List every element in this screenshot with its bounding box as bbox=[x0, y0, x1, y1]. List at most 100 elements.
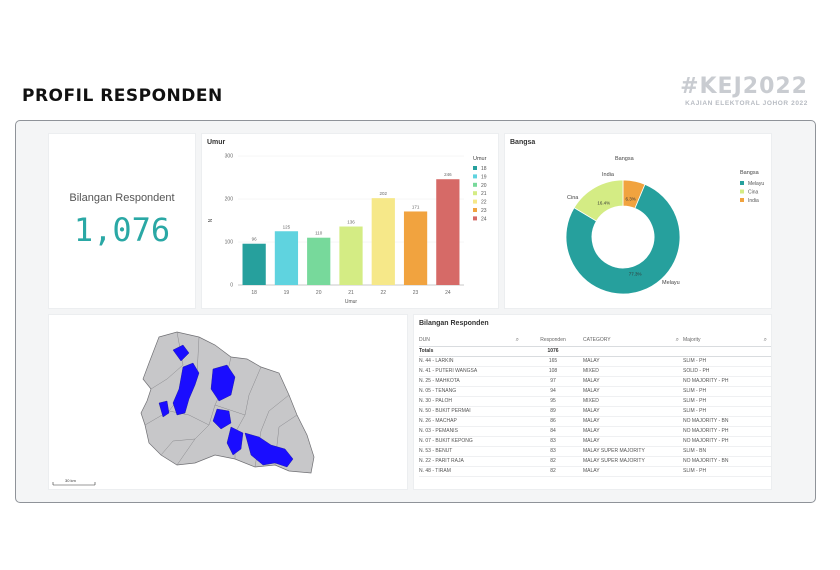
table-title: Bilangan Responden bbox=[419, 320, 489, 327]
slice-category-label: Melayu bbox=[662, 280, 680, 286]
legend-label: 24 bbox=[481, 216, 487, 222]
y-tick-label: 300 bbox=[225, 154, 234, 160]
kpi-value: 1,076 bbox=[73, 211, 171, 249]
y-axis-label: N bbox=[208, 218, 214, 222]
table-row[interactable]: N. 50 - BUKIT PERMAI 89 MALAY SLIM - PH bbox=[419, 406, 771, 417]
slice-category-label: Cina bbox=[567, 195, 579, 201]
umur-card-title: Umur bbox=[207, 139, 226, 146]
search-icon[interactable]: ⌕ bbox=[763, 336, 767, 343]
x-tick-label: 22 bbox=[381, 290, 387, 296]
table-row[interactable]: N. 48 - TIRAM 82 MALAY SLIM - PH bbox=[419, 466, 771, 477]
table-row[interactable]: N. 03 - PEMANIS 84 MALAY NO MAJORITY - PH bbox=[419, 426, 771, 437]
dashboard-frame: Bilangan Respondent 1,076 Umur 0 100 200 30… bbox=[15, 120, 816, 503]
search-icon[interactable]: ⌕ bbox=[675, 336, 679, 343]
bar-21 bbox=[339, 226, 363, 285]
cell-dun: N. 26 - MACHAP bbox=[419, 416, 523, 427]
umur-bar-chart[interactable]: 0100200300NUmur9618125191102013621202221… bbox=[202, 134, 500, 310]
cell-dun: N. 25 - MAHKOTA bbox=[419, 376, 523, 387]
table-row[interactable]: N. 44 - LARKIN 165 MALAY SLIM - PH bbox=[419, 356, 771, 367]
table-row[interactable]: N. 22 - PARIT RAJA 82 MALAY SUPER MAJORITY… bbox=[419, 456, 771, 467]
x-tick-label: 19 bbox=[284, 290, 290, 296]
column-header-dun[interactable]: DUN ⌕ bbox=[419, 335, 523, 347]
table-row[interactable]: N. 25 - MAHKOTA 97 MALAY NO MAJORITY - PH bbox=[419, 376, 771, 387]
legend-swatch bbox=[473, 166, 477, 170]
cell-majority: NO MAJORITY - PH bbox=[683, 426, 771, 437]
cell-dun: N. 41 - PUTERI WANGSA bbox=[419, 366, 523, 377]
cell-majority: NO MAJORITY - PH bbox=[683, 376, 771, 387]
brand-subtitle: KAJIAN ELEKTORAL JOHOR 2022 bbox=[685, 100, 808, 107]
cell-majority: SOLID - PH bbox=[683, 366, 771, 377]
y-tick-label: 200 bbox=[225, 197, 234, 203]
bar-value-label: 246 bbox=[444, 172, 452, 177]
kpi-card[interactable]: Bilangan Respondent 1,076 bbox=[48, 133, 196, 309]
search-icon[interactable]: ⌕ bbox=[515, 336, 519, 343]
cell-responden: 95 bbox=[523, 396, 583, 407]
bar-value-label: 136 bbox=[347, 220, 355, 225]
cell-responden: 165 bbox=[523, 356, 583, 367]
bar-value-label: 110 bbox=[315, 231, 323, 236]
legend-label: 23 bbox=[481, 208, 487, 214]
x-tick-label: 23 bbox=[413, 290, 419, 296]
cell-responden: 108 bbox=[523, 366, 583, 377]
slice-value-label: 6.3% bbox=[626, 196, 636, 201]
cell-responden: 83 bbox=[523, 436, 583, 447]
kpi-label: Bilangan Respondent bbox=[69, 192, 175, 204]
column-header-responden[interactable]: Responden bbox=[523, 335, 583, 347]
legend-swatch bbox=[473, 216, 477, 221]
legend-swatch bbox=[473, 191, 477, 196]
cell-majority: SLIM - PH bbox=[683, 396, 771, 407]
y-tick-label: 0 bbox=[230, 283, 233, 289]
bar-20 bbox=[307, 237, 331, 285]
table-row[interactable]: N. 26 - MACHAP 86 MALAY NO MAJORITY - BN bbox=[419, 416, 771, 427]
cell-dun: N. 05 - TENANG bbox=[419, 386, 523, 397]
x-tick-label: 20 bbox=[316, 290, 322, 296]
bar-value-label: 202 bbox=[380, 191, 388, 196]
umur-chart-card[interactable]: Umur 0 100 200 300 N Umur 96 18 125 19 110 20 136 21 2… bbox=[201, 133, 499, 309]
column-header-majority[interactable]: Majority ⌕ bbox=[683, 335, 771, 347]
highlighted-districts bbox=[158, 344, 294, 468]
cell-category: MALAY bbox=[583, 376, 683, 387]
legend-label: Cina bbox=[748, 190, 759, 196]
legend-swatch bbox=[473, 174, 477, 179]
x-axis-label: Umur bbox=[345, 299, 358, 305]
bar-23 bbox=[403, 211, 428, 285]
cell-category: MALAY bbox=[583, 436, 683, 447]
cell-responden: 89 bbox=[523, 406, 583, 417]
cell-responden: 82 bbox=[523, 466, 583, 477]
cell-dun: N. 30 - PALOH bbox=[419, 396, 523, 407]
slice-value-label: 16.4% bbox=[597, 201, 610, 206]
responden-table-card[interactable]: Bilangan Responden DUN ⌕ Responden CATEGO… bbox=[413, 314, 772, 490]
cell-responden: 82 bbox=[523, 456, 583, 467]
bar-22 bbox=[371, 198, 395, 285]
legend-label: 19 bbox=[481, 174, 487, 180]
bar-value-label: 96 bbox=[252, 237, 258, 242]
legend-swatch bbox=[740, 198, 744, 202]
cell-responden: 94 bbox=[523, 386, 583, 397]
cell-category: MALAY bbox=[583, 356, 683, 367]
legend-label: 20 bbox=[481, 183, 487, 189]
table-row[interactable]: N. 07 - BUKIT KEPONG 83 MALAY NO MAJORITY -… bbox=[419, 436, 771, 447]
scale-label: 30 km bbox=[65, 478, 77, 483]
cell-dun: N. 44 - LARKIN bbox=[419, 356, 523, 367]
bangsa-chart-card[interactable]: Bangsa 6.3% India 77.3% Melayu 16.4% Cina Bang… bbox=[504, 133, 772, 309]
table-row[interactable]: N. 53 - BENUT 83 MALAY SUPER MAJORITY SLIM … bbox=[419, 446, 771, 457]
cell-category: MALAY SUPER MAJORITY bbox=[583, 456, 683, 467]
table-row[interactable]: N. 30 - PALOH 95 MIXED SLIM - PH bbox=[419, 396, 771, 407]
table-row[interactable]: N. 41 - PUTERI WANGSA 108 MIXED SOLID - PH bbox=[419, 366, 771, 377]
cell-category: MIXED bbox=[583, 396, 683, 407]
bangsa-donut-chart[interactable]: 6.3% India 77.3% Melayu 16.4% Cina Bangsa Bangs… bbox=[505, 134, 773, 310]
cell-category: MIXED bbox=[583, 366, 683, 377]
column-header-category[interactable]: CATEGORY ⌕ bbox=[583, 335, 683, 347]
legend-label: 22 bbox=[481, 200, 487, 206]
cell-majority: SLIM - PH bbox=[683, 356, 771, 367]
cell-dun: N. 53 - BENUT bbox=[419, 446, 523, 457]
bar-24 bbox=[436, 179, 460, 285]
legend-swatch bbox=[473, 208, 477, 212]
cell-majority: NO MAJORITY - PH bbox=[683, 436, 771, 447]
map-card[interactable]: 30 km bbox=[48, 314, 408, 490]
johor-map[interactable]: 30 km bbox=[49, 315, 409, 491]
cell-responden: 86 bbox=[523, 416, 583, 427]
table-row[interactable]: N. 05 - TENANG 94 MALAY SLIM - PH bbox=[419, 386, 771, 397]
y-tick-label: 100 bbox=[225, 240, 234, 246]
cell-category: MALAY bbox=[583, 426, 683, 437]
